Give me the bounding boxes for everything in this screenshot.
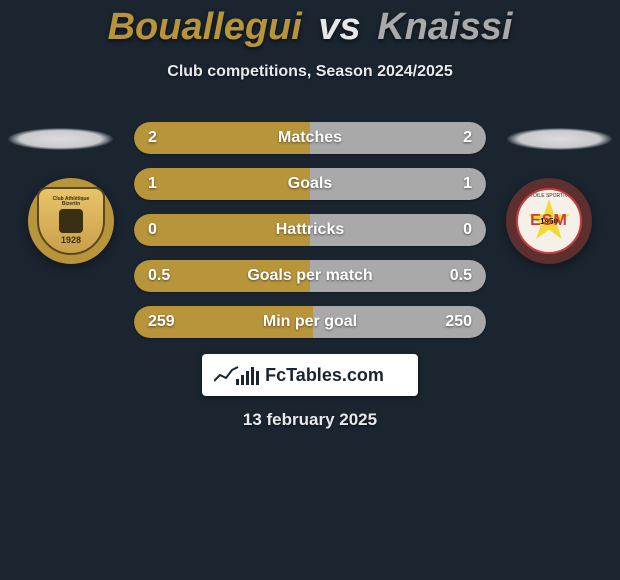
player1-name: Bouallegui bbox=[108, 6, 302, 48]
player2-name: Knaissi bbox=[377, 6, 512, 48]
stat-label: Hattricks bbox=[134, 221, 486, 239]
logo-bar bbox=[241, 375, 244, 385]
stat-label: Goals per match bbox=[134, 267, 486, 285]
comparison-title: Bouallegui vs Knaissi bbox=[0, 0, 620, 49]
stats-container: 2Matches2 1Goals1 0Hattricks0 0.5Goals per … bbox=[134, 122, 486, 352]
club-badge-player1: Club Athlétique Bizertin 1928 bbox=[28, 178, 114, 264]
club-badge-player2: ETOILE SPORTIVE 1950 ESM bbox=[506, 178, 592, 264]
logo-text: FcTables.com bbox=[265, 365, 384, 386]
shadow-left bbox=[8, 128, 113, 150]
club2-letters: ESM bbox=[530, 212, 568, 230]
stat-label: Goals bbox=[134, 175, 486, 193]
club-badge-player1-inner: Club Athlétique Bizertin 1928 bbox=[37, 187, 105, 255]
logo-trend-icon bbox=[214, 365, 240, 385]
stat-row: 1Goals1 bbox=[134, 168, 486, 200]
stat-row: 2Matches2 bbox=[134, 122, 486, 154]
stat-row: 259Min per goal250 bbox=[134, 306, 486, 338]
club-badge-player2-inner: ETOILE SPORTIVE 1950 ESM bbox=[516, 188, 582, 254]
club2-top-text: ETOILE SPORTIVE bbox=[527, 193, 571, 199]
club1-name: Club Athlétique Bizertin bbox=[43, 197, 99, 207]
club1-crest-icon bbox=[59, 209, 83, 233]
logo-bar bbox=[246, 371, 249, 385]
logo-bar bbox=[251, 367, 254, 385]
stat-value-right: 1 bbox=[463, 175, 472, 193]
stat-row: 0.5Goals per match0.5 bbox=[134, 260, 486, 292]
club1-year: 1928 bbox=[61, 235, 81, 245]
vs-separator: vs bbox=[318, 6, 360, 48]
shadow-right bbox=[507, 128, 612, 150]
stat-value-right: 0.5 bbox=[450, 267, 472, 285]
stat-row: 0Hattricks0 bbox=[134, 214, 486, 246]
comparison-date: 13 february 2025 bbox=[0, 410, 620, 430]
logo-bar bbox=[256, 371, 259, 385]
stat-value-right: 0 bbox=[463, 221, 472, 239]
stat-label: Min per goal bbox=[134, 313, 486, 331]
stat-value-right: 2 bbox=[463, 129, 472, 147]
fctables-logo[interactable]: FcTables.com bbox=[202, 354, 418, 396]
stat-value-right: 250 bbox=[445, 313, 472, 331]
subtitle: Club competitions, Season 2024/2025 bbox=[0, 63, 620, 81]
stat-label: Matches bbox=[134, 129, 486, 147]
